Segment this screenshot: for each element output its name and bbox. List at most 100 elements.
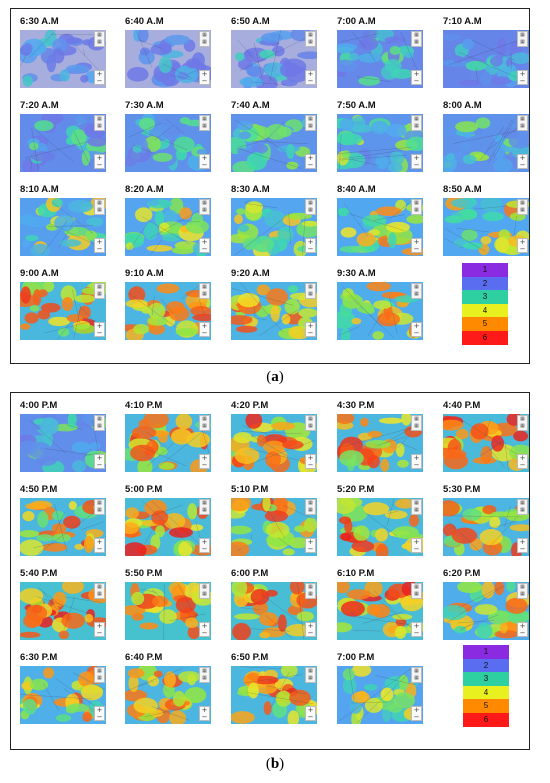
- zoom-out-button[interactable]: −: [413, 628, 420, 637]
- zoom-control[interactable]: + −: [517, 622, 528, 637]
- zoom-out-button[interactable]: −: [307, 712, 314, 721]
- zoom-in-button[interactable]: +: [307, 322, 314, 330]
- map-layer-icon[interactable]: ▦ ▦: [305, 583, 316, 599]
- map-layer-icon[interactable]: ▦ ▦: [199, 199, 210, 215]
- zoom-out-button[interactable]: −: [96, 628, 103, 637]
- zoom-out-button[interactable]: −: [519, 76, 526, 85]
- map-layer-icon[interactable]: ▦ ▦: [94, 31, 105, 47]
- zoom-in-button[interactable]: +: [519, 154, 526, 162]
- zoom-out-button[interactable]: −: [201, 628, 208, 637]
- zoom-out-button[interactable]: −: [519, 244, 526, 253]
- zoom-control[interactable]: + −: [94, 622, 105, 637]
- map-layer-icon[interactable]: ▦ ▦: [94, 199, 105, 215]
- map-layer-icon[interactable]: ▦ ▦: [305, 115, 316, 131]
- zoom-in-button[interactable]: +: [307, 538, 314, 546]
- map-layer-icon[interactable]: ▦ ▦: [517, 583, 528, 599]
- zoom-control[interactable]: + −: [199, 238, 210, 253]
- zoom-out-button[interactable]: −: [201, 160, 208, 169]
- zoom-control[interactable]: + −: [94, 154, 105, 169]
- zoom-out-button[interactable]: −: [307, 460, 314, 469]
- zoom-control[interactable]: + −: [411, 538, 422, 553]
- zoom-in-button[interactable]: +: [201, 622, 208, 630]
- map-layer-icon[interactable]: ▦ ▦: [199, 115, 210, 131]
- zoom-control[interactable]: + −: [305, 238, 316, 253]
- zoom-control[interactable]: + −: [305, 538, 316, 553]
- map-layer-icon[interactable]: ▦ ▦: [305, 499, 316, 515]
- zoom-in-button[interactable]: +: [96, 154, 103, 162]
- zoom-control[interactable]: + −: [199, 154, 210, 169]
- zoom-control[interactable]: + −: [517, 70, 528, 85]
- map-layer-icon[interactable]: ▦ ▦: [94, 415, 105, 431]
- map-layer-icon[interactable]: ▦ ▦: [94, 499, 105, 515]
- zoom-control[interactable]: + −: [199, 322, 210, 337]
- zoom-in-button[interactable]: +: [413, 454, 420, 462]
- zoom-out-button[interactable]: −: [307, 160, 314, 169]
- zoom-out-button[interactable]: −: [307, 628, 314, 637]
- zoom-control[interactable]: + −: [94, 454, 105, 469]
- zoom-control[interactable]: + −: [517, 238, 528, 253]
- zoom-in-button[interactable]: +: [96, 622, 103, 630]
- map-layer-icon[interactable]: ▦ ▦: [517, 199, 528, 215]
- zoom-out-button[interactable]: −: [96, 76, 103, 85]
- map-layer-icon[interactable]: ▦ ▦: [517, 499, 528, 515]
- zoom-control[interactable]: + −: [517, 454, 528, 469]
- zoom-control[interactable]: + −: [305, 706, 316, 721]
- zoom-control[interactable]: + −: [411, 622, 422, 637]
- zoom-in-button[interactable]: +: [519, 238, 526, 246]
- zoom-in-button[interactable]: +: [413, 322, 420, 330]
- zoom-control[interactable]: + −: [411, 454, 422, 469]
- map-layer-icon[interactable]: ▦ ▦: [411, 283, 422, 299]
- zoom-in-button[interactable]: +: [519, 454, 526, 462]
- zoom-in-button[interactable]: +: [307, 238, 314, 246]
- zoom-out-button[interactable]: −: [201, 712, 208, 721]
- zoom-in-button[interactable]: +: [413, 538, 420, 546]
- map-layer-icon[interactable]: ▦ ▦: [411, 199, 422, 215]
- zoom-in-button[interactable]: +: [96, 454, 103, 462]
- zoom-out-button[interactable]: −: [307, 76, 314, 85]
- map-layer-icon[interactable]: ▦ ▦: [305, 283, 316, 299]
- zoom-in-button[interactable]: +: [307, 706, 314, 714]
- zoom-in-button[interactable]: +: [201, 706, 208, 714]
- map-layer-icon[interactable]: ▦ ▦: [199, 31, 210, 47]
- zoom-in-button[interactable]: +: [201, 154, 208, 162]
- map-layer-icon[interactable]: ▦ ▦: [199, 499, 210, 515]
- map-layer-icon[interactable]: ▦ ▦: [305, 31, 316, 47]
- zoom-out-button[interactable]: −: [96, 712, 103, 721]
- zoom-control[interactable]: + −: [305, 322, 316, 337]
- zoom-out-button[interactable]: −: [96, 328, 103, 337]
- zoom-out-button[interactable]: −: [413, 544, 420, 553]
- zoom-out-button[interactable]: −: [201, 328, 208, 337]
- zoom-out-button[interactable]: −: [96, 244, 103, 253]
- zoom-control[interactable]: + −: [411, 154, 422, 169]
- zoom-out-button[interactable]: −: [413, 328, 420, 337]
- zoom-control[interactable]: + −: [517, 538, 528, 553]
- map-layer-icon[interactable]: ▦ ▦: [411, 583, 422, 599]
- map-layer-icon[interactable]: ▦ ▦: [305, 199, 316, 215]
- zoom-in-button[interactable]: +: [96, 538, 103, 546]
- zoom-out-button[interactable]: −: [413, 244, 420, 253]
- zoom-out-button[interactable]: −: [96, 160, 103, 169]
- map-layer-icon[interactable]: ▦ ▦: [199, 283, 210, 299]
- zoom-in-button[interactable]: +: [413, 154, 420, 162]
- zoom-in-button[interactable]: +: [96, 70, 103, 78]
- zoom-control[interactable]: + −: [94, 706, 105, 721]
- zoom-control[interactable]: + −: [199, 454, 210, 469]
- map-layer-icon[interactable]: ▦ ▦: [94, 283, 105, 299]
- zoom-control[interactable]: + −: [411, 70, 422, 85]
- zoom-in-button[interactable]: +: [96, 238, 103, 246]
- zoom-in-button[interactable]: +: [519, 538, 526, 546]
- zoom-out-button[interactable]: −: [201, 544, 208, 553]
- zoom-out-button[interactable]: −: [519, 460, 526, 469]
- map-layer-icon[interactable]: ▦ ▦: [94, 667, 105, 683]
- map-layer-icon[interactable]: ▦ ▦: [411, 499, 422, 515]
- zoom-in-button[interactable]: +: [413, 70, 420, 78]
- map-layer-icon[interactable]: ▦ ▦: [411, 115, 422, 131]
- zoom-control[interactable]: + −: [94, 238, 105, 253]
- zoom-in-button[interactable]: +: [201, 70, 208, 78]
- zoom-control[interactable]: + −: [517, 154, 528, 169]
- zoom-out-button[interactable]: −: [307, 244, 314, 253]
- zoom-control[interactable]: + −: [305, 454, 316, 469]
- zoom-out-button[interactable]: −: [201, 460, 208, 469]
- zoom-out-button[interactable]: −: [413, 76, 420, 85]
- zoom-in-button[interactable]: +: [201, 538, 208, 546]
